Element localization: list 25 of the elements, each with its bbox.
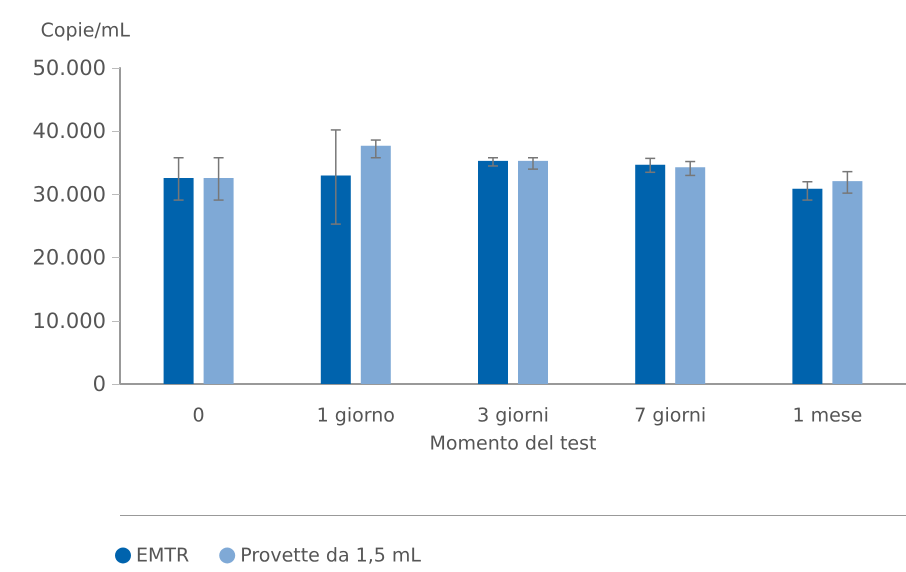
x-tick-label: 7 giorni <box>634 404 706 426</box>
bar <box>478 160 508 384</box>
bar <box>360 146 391 384</box>
y-tick-label: 30.000 <box>32 182 106 206</box>
y-tick-label: 40.000 <box>32 119 106 144</box>
bar <box>518 160 548 384</box>
bar <box>792 188 822 384</box>
y-axis-title: Copie/mL <box>40 20 130 42</box>
x-tick-label: 1 giorno <box>316 404 395 426</box>
bar <box>320 175 351 384</box>
x-axis-title: Momento del test <box>430 432 596 454</box>
bar <box>832 181 862 384</box>
x-tick-label: 0 <box>192 404 205 426</box>
y-tick-label: 20.000 <box>32 246 106 270</box>
x-tick-label: 1 mese <box>792 404 862 426</box>
bar <box>164 178 194 384</box>
legend-label: EMTR <box>136 544 190 566</box>
y-tick-label: 50.000 <box>32 56 106 80</box>
bar <box>204 178 234 384</box>
y-tick-label: 0 <box>92 372 106 396</box>
bar <box>635 164 666 384</box>
x-tick-label: 3 giorni <box>477 404 549 426</box>
y-tick-label: 10.000 <box>32 308 106 333</box>
legend-label: Provette da 1,5 mL <box>240 544 422 566</box>
bar <box>675 167 706 384</box>
